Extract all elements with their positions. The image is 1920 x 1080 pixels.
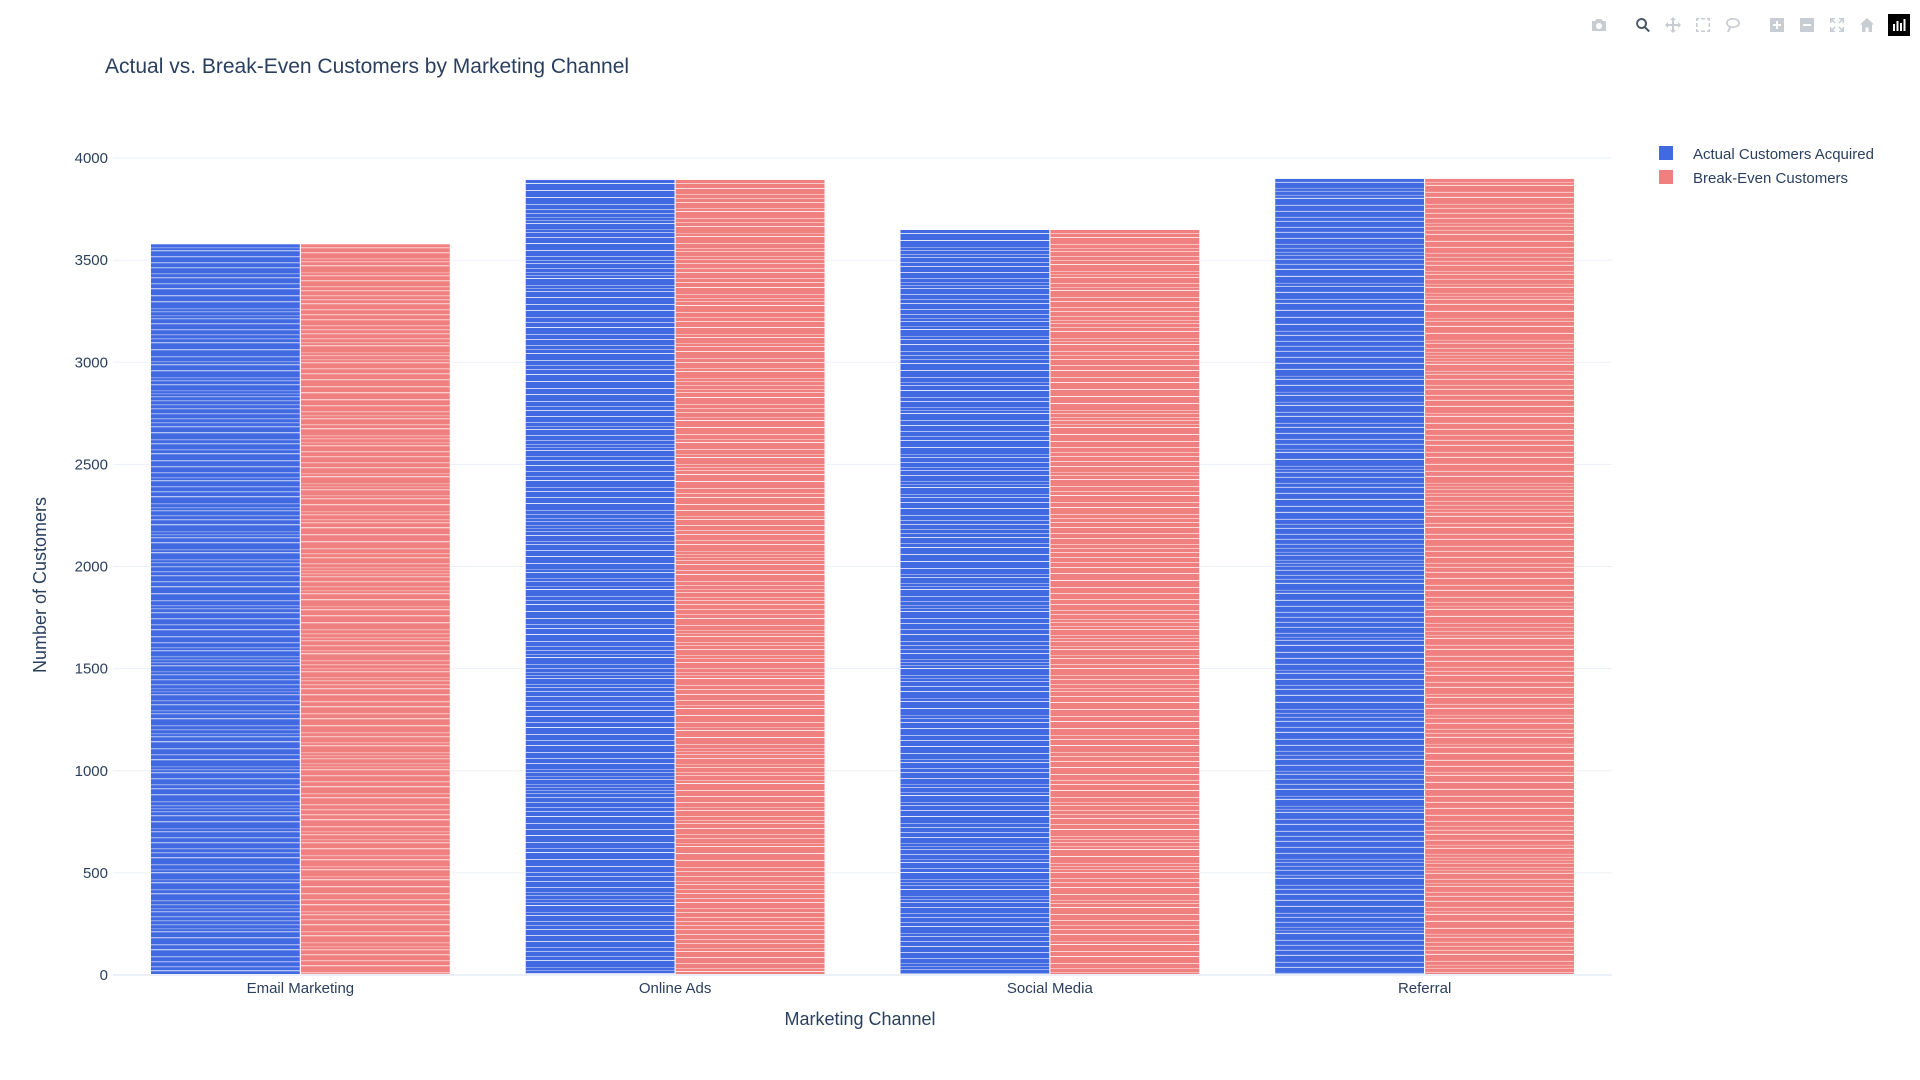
- modebar-group-export: [1584, 14, 1614, 36]
- bar[interactable]: [1274, 177, 1426, 976]
- chart-modebar: [1570, 14, 1910, 36]
- box-select-icon[interactable]: [1688, 14, 1718, 36]
- x-tick-label: Referral: [1398, 980, 1451, 997]
- x-tick-label: Email Marketing: [247, 980, 355, 997]
- y-axis-title: Number of Customers: [30, 497, 50, 673]
- camera-icon[interactable]: [1584, 14, 1614, 36]
- autoscale-icon[interactable]: [1822, 14, 1852, 36]
- modebar-group-drag: [1628, 14, 1748, 36]
- x-tick-label: Social Media: [1007, 980, 1094, 997]
- bar-stripes: [150, 247, 300, 972]
- legend-swatch: [1659, 170, 1673, 184]
- modebar-group-zoom: [1762, 14, 1882, 36]
- bar[interactable]: [524, 178, 676, 976]
- legend-swatch: [1659, 146, 1673, 160]
- bar[interactable]: [299, 243, 451, 976]
- legend-label: Actual Customers Acquired: [1693, 146, 1874, 163]
- y-axis-ticks: 0 500 1000 1500 2000 2500 3000 3500 4000: [75, 150, 108, 984]
- x-tick-label: Online Ads: [639, 980, 712, 997]
- zoom-icon[interactable]: [1628, 14, 1658, 36]
- bar-stripes: [900, 232, 1050, 974]
- plotly-logo-icon[interactable]: [1888, 14, 1910, 36]
- bar-fill: [149, 243, 301, 976]
- bar-stripes: [525, 182, 675, 974]
- y-tick-label: 3500: [75, 252, 108, 269]
- y-tick-label: 2000: [75, 559, 108, 576]
- bar-stripes: [1050, 232, 1200, 973]
- bar[interactable]: [149, 243, 301, 976]
- bar[interactable]: [1049, 228, 1201, 976]
- bar-fill: [1274, 177, 1426, 976]
- bar-stripes: [675, 182, 825, 972]
- y-tick-label: 0: [100, 967, 108, 984]
- bar[interactable]: [1424, 177, 1576, 976]
- legend-label: Break-Even Customers: [1693, 170, 1848, 187]
- legend-item[interactable]: Break-Even Customers: [1659, 170, 1848, 187]
- bar-stripes: [1425, 181, 1575, 973]
- legend-item[interactable]: Actual Customers Acquired: [1659, 146, 1874, 163]
- y-tick-label: 2500: [75, 456, 108, 473]
- lasso-select-icon[interactable]: [1718, 14, 1748, 36]
- bar-fill: [1049, 228, 1201, 976]
- bar[interactable]: [899, 228, 1051, 976]
- pan-icon[interactable]: [1658, 14, 1688, 36]
- y-tick-label: 1000: [75, 763, 108, 780]
- legend: Actual Customers Acquired Break-Even Cust…: [1659, 146, 1874, 187]
- y-tick-label: 500: [83, 865, 108, 882]
- bar-marks: [149, 177, 1576, 976]
- bar-fill: [524, 178, 676, 976]
- bar-stripes: [1275, 181, 1425, 974]
- zoom-out-icon[interactable]: [1792, 14, 1822, 36]
- zoom-in-icon[interactable]: [1762, 14, 1792, 36]
- bar[interactable]: [674, 178, 826, 976]
- x-axis-title: Marketing Channel: [784, 1009, 935, 1029]
- y-tick-label: 1500: [75, 661, 108, 678]
- bar-stripes: [300, 247, 450, 974]
- y-tick-label: 4000: [75, 150, 108, 167]
- reset-axes-icon[interactable]: [1852, 14, 1882, 36]
- x-axis-ticks: Email Marketing Online Ads Social Media Ref…: [247, 980, 1452, 997]
- bar-fill: [899, 228, 1051, 976]
- bar-fill: [1424, 177, 1576, 976]
- chart-title: Actual vs. Break-Even Customers by Marke…: [105, 55, 629, 78]
- y-tick-label: 3000: [75, 354, 108, 371]
